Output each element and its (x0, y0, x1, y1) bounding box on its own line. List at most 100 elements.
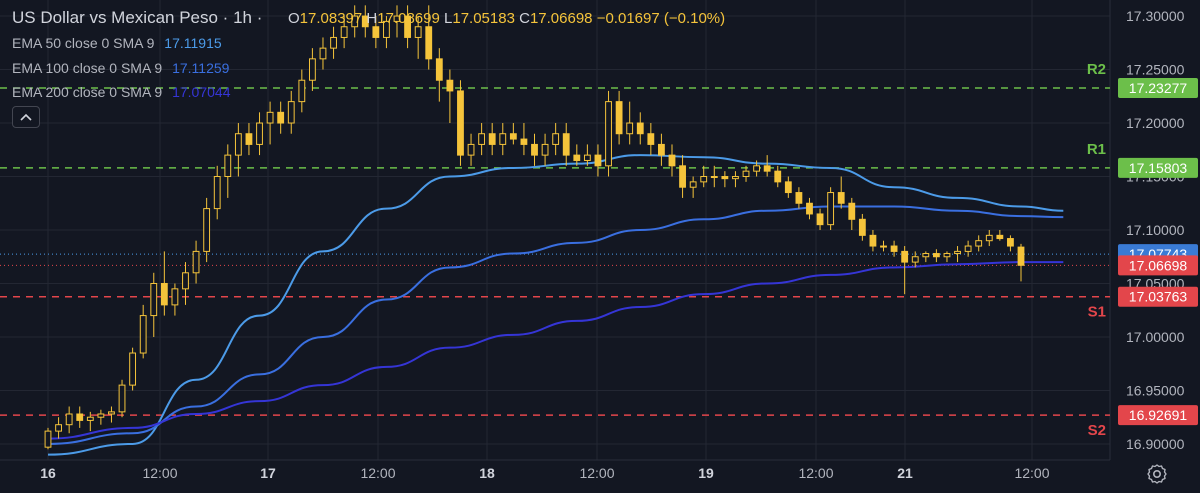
candle-body (467, 143, 475, 156)
candle-body (806, 202, 813, 215)
level-price-label: 16.92691 (1129, 407, 1188, 423)
high-value: 17.08699 (377, 10, 440, 27)
level-name-label: S2 (1088, 422, 1106, 439)
level-price-label: 17.23277 (1129, 80, 1188, 96)
candle-body (203, 208, 211, 252)
y-tick-label: 17.30000 (1126, 8, 1185, 24)
open-label: O (288, 10, 300, 27)
candle-body (446, 79, 454, 92)
candle-body (499, 133, 507, 145)
candle-body (816, 213, 824, 226)
level-price-tag (1118, 77, 1198, 98)
candle-body (869, 234, 877, 247)
candle-body (985, 234, 993, 242)
change-value: −0.01697 (−0.10%) (596, 10, 726, 27)
candle-body (700, 176, 708, 183)
high-label: H (366, 10, 378, 27)
candle-body (425, 26, 433, 60)
ohlc-readout: O17.08397 H17.08699 L17.05183 C17.06698 … (288, 10, 725, 27)
y-tick-label: 17.25000 (1126, 62, 1185, 78)
candle-body (890, 245, 898, 252)
candle-body (647, 133, 655, 145)
candle-body (710, 176, 718, 179)
level-name-label: R2 (1087, 61, 1106, 78)
candle-body (488, 133, 496, 145)
close-label: C (519, 10, 530, 27)
candle-body (552, 133, 560, 145)
candle-body (520, 138, 528, 145)
level-name-label: R1 (1087, 141, 1106, 158)
candle-body (594, 154, 602, 167)
candle-body (404, 15, 411, 38)
x-tick-label: 16 (40, 465, 56, 481)
indicator-ema100[interactable]: EMA 100 close 0 SMA 9 17.11259 (12, 60, 229, 76)
y-tick-label: 17.20000 (1126, 115, 1185, 131)
candle-body (848, 202, 856, 220)
candle-body (531, 143, 538, 156)
candle-body (108, 411, 115, 415)
x-tick-label: 12:00 (360, 465, 395, 481)
candle-body (562, 133, 570, 156)
chevron-up-icon[interactable] (12, 106, 40, 128)
candle-body (1007, 238, 1014, 247)
open-value: 17.08397 (299, 10, 363, 27)
candle-body (330, 36, 337, 49)
candle-body (414, 26, 422, 38)
candle-body (689, 181, 697, 188)
candle-body (880, 245, 887, 248)
indicator-label: EMA 200 close 0 SMA 9 (12, 84, 163, 100)
low-label: L (444, 10, 453, 27)
candle-body (636, 122, 644, 135)
x-tick-label: 12:00 (798, 465, 833, 481)
candle-body (954, 250, 961, 255)
indicator-label: EMA 50 close 0 SMA 9 (12, 35, 155, 51)
x-tick-label: 12:00 (579, 465, 614, 481)
close-value: 17.06698 (529, 10, 593, 27)
candle-body (372, 26, 380, 38)
candle-body (457, 90, 464, 156)
indicator-ema50[interactable]: EMA 50 close 0 SMA 9 17.11915 (12, 35, 222, 51)
candle-body (996, 234, 1004, 240)
indicator-ema200[interactable]: EMA 200 close 0 SMA 9 17.07044 (12, 84, 231, 100)
candle-body (605, 101, 612, 167)
candle-body (943, 253, 951, 258)
candle-body (160, 282, 168, 306)
candle-body (922, 253, 930, 258)
indicator-value: 17.11259 (172, 60, 230, 76)
candle-body (224, 154, 232, 178)
gear-icon[interactable] (1145, 462, 1169, 486)
level-price-tag (1118, 157, 1198, 178)
candle-body (478, 133, 486, 145)
ema50-line (47, 154, 1064, 456)
candle-body (509, 133, 517, 140)
level-price-label: 17.15803 (1129, 160, 1188, 176)
candle-body (679, 165, 686, 188)
x-tick-label: 18 (479, 465, 495, 481)
candle-body (901, 250, 909, 263)
candle-body (65, 413, 73, 426)
candle-body (383, 20, 390, 38)
candle-body (774, 170, 782, 183)
candle-body (150, 282, 158, 317)
x-tick-label: 17 (260, 465, 276, 481)
candle-body (827, 192, 835, 226)
ema200-line (47, 261, 1064, 440)
candle-body (55, 424, 62, 432)
candle-body (975, 240, 983, 247)
candle-body (721, 176, 729, 180)
level-price-tag (1118, 286, 1198, 307)
candle-body (277, 111, 285, 124)
x-tick-label: 21 (897, 465, 913, 481)
candle-body (213, 176, 221, 210)
candle-body (76, 413, 84, 421)
candle-body (393, 15, 401, 22)
candle-body (256, 122, 263, 145)
candle-body (192, 250, 200, 274)
level-price-label: 17.03763 (1129, 289, 1188, 305)
symbol-title[interactable]: US Dollar vs Mexican Peso · 1h · (12, 8, 263, 27)
candle-body (234, 133, 242, 156)
candle-body (668, 154, 676, 167)
candle-body (86, 416, 94, 421)
